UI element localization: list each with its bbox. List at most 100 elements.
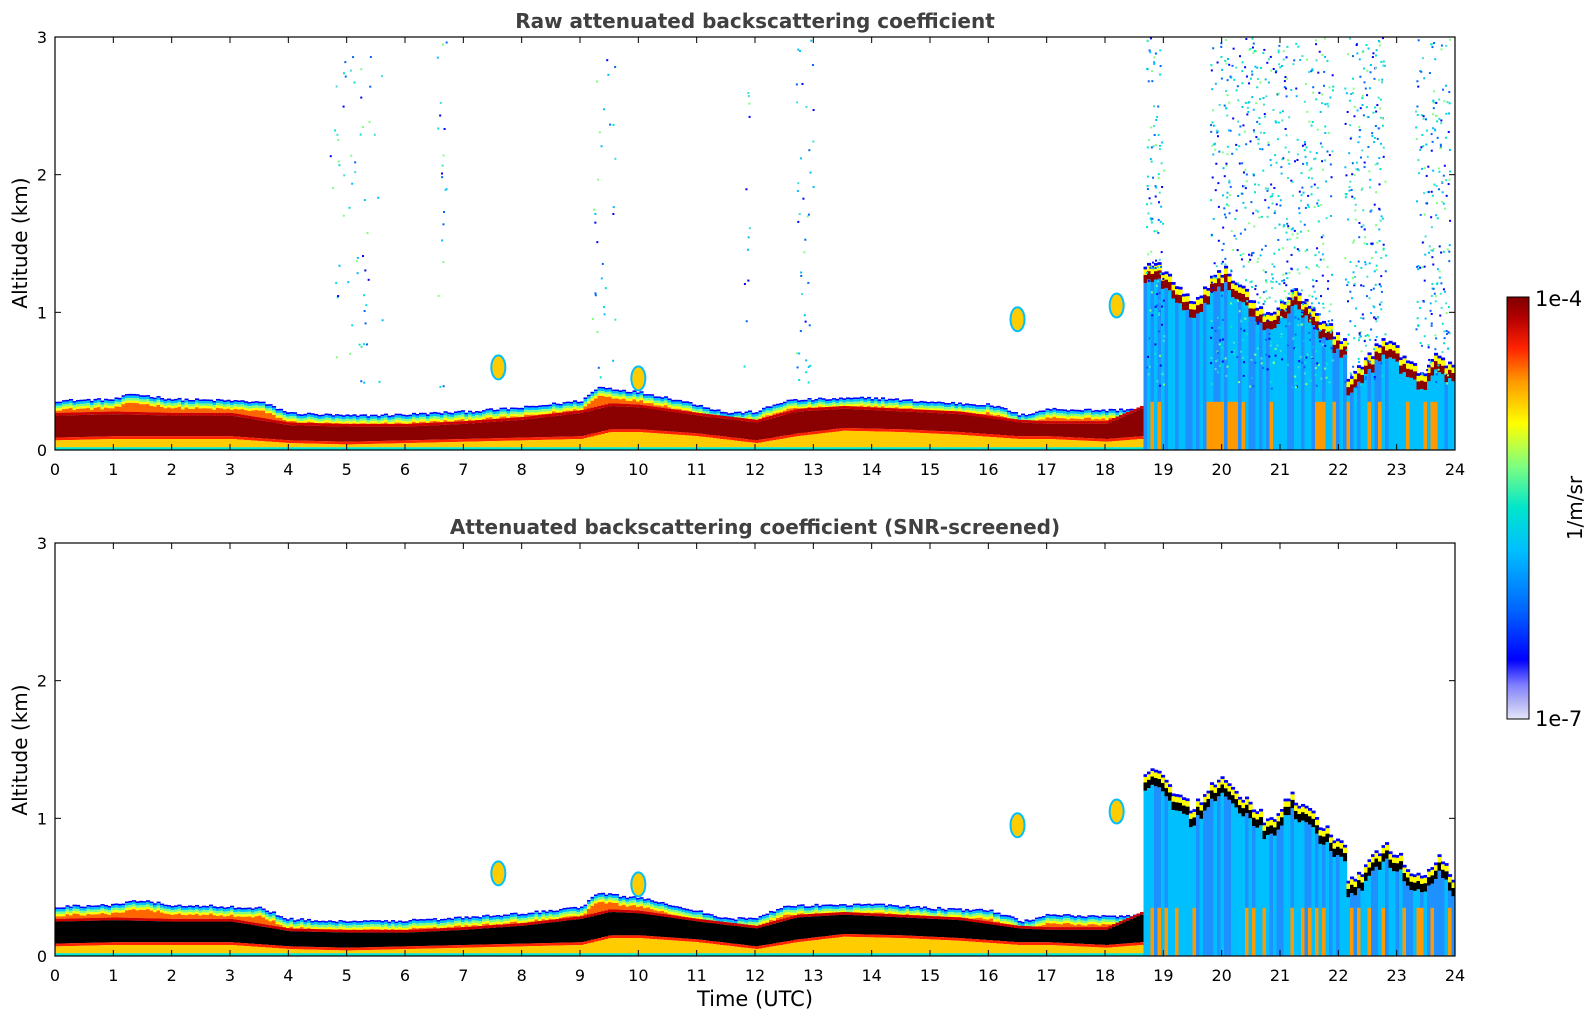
raw-noise-speck [442,154,445,157]
raw-noise-speck [810,39,813,42]
raw-noise-speck [1371,256,1374,259]
raw-noise-speck [1151,217,1154,220]
raw-heat-cell [1087,447,1092,450]
raw-noise-speck [1268,355,1271,358]
raw-heat-cell [881,447,886,450]
raw-heat-cell [1182,302,1187,311]
raw-heat-cell [191,438,196,448]
raw-x-tick-label: 5 [342,460,352,479]
raw-heat-cell [1136,410,1141,437]
raw-noise-speck [1435,214,1438,217]
raw-heat-cell [527,410,532,413]
raw-heat-cell [706,407,711,410]
raw-noise-speck [1248,253,1251,256]
raw-heat-cell [513,407,518,410]
raw-heat-cell [1423,381,1428,390]
raw-noise-speck [1158,148,1161,151]
raw-heat-cell [209,399,214,402]
raw-heat-cell [223,402,228,405]
raw-noise-speck [1433,90,1436,93]
raw-heat-cell [891,405,896,408]
raw-heat-cell [755,416,760,419]
raw-heat-cell [807,408,812,411]
raw-heat-cell [727,419,732,438]
raw-heat-cell [450,412,455,415]
raw-heat-cell [1042,423,1047,437]
raw-heat-cell [646,398,651,401]
raw-noise-speck [1238,133,1241,136]
raw-heat-cell [510,417,515,421]
screened-heat-cell [58,918,63,922]
raw-heat-cell [923,430,928,434]
raw-noise-speck [355,260,358,263]
raw-heat-cell [923,447,928,450]
raw-heat-cell [387,422,392,425]
raw-heat-cell [1129,437,1134,440]
raw-heat-cell [289,413,294,417]
raw-noise-speck [365,304,368,307]
raw-heat-cell [429,419,434,422]
raw-heat-cell [786,401,791,404]
raw-noise-speck [799,49,802,52]
raw-heat-cell [461,411,466,415]
raw-heat-cell [1308,314,1313,323]
raw-heat-cell [814,431,819,435]
raw-heat-cell [524,409,529,413]
raw-noise-speck [796,366,799,369]
raw-heat-cell [345,423,350,424]
raw-noise-speck [1364,87,1367,90]
raw-heat-cell [104,447,109,450]
raw-heat-cell [513,414,518,417]
raw-heat-cell [919,405,924,408]
raw-heat-cell [821,402,826,405]
raw-noise-speck [1297,291,1300,294]
raw-heat-cell [517,412,522,415]
raw-heat-cell [1350,384,1355,393]
raw-heat-cell [926,412,931,431]
raw-heat-cell [1451,381,1455,450]
raw-heat-cell [989,418,994,435]
raw-heat-cell [139,414,144,437]
raw-heat-cell [979,436,984,448]
raw-heat-cell [1056,436,1061,440]
raw-noise-speck [1368,170,1371,173]
raw-noise-speck [1274,300,1277,303]
raw-heat-cell [296,443,301,448]
raw-heat-cell [195,404,200,408]
raw-heat-cell [450,421,455,425]
raw-noise-speck [1428,358,1431,361]
raw-heat-cell [989,409,994,413]
raw-heat-cell [1070,413,1075,416]
raw-noise-speck [1446,101,1449,104]
raw-heat-cell [951,447,956,450]
raw-heat-cell [667,400,672,403]
raw-heat-cell [807,398,812,400]
raw-heat-cell [786,411,791,414]
raw-heat-cell [1094,438,1099,442]
raw-heat-cell [1399,365,1404,374]
raw-heat-cell [321,414,326,417]
raw-noise-speck [1253,225,1256,228]
raw-heat-cell [590,436,595,448]
raw-heat-cell [1042,438,1047,448]
raw-noise-speck [1383,64,1386,67]
raw-noise-speck [1279,308,1282,311]
raw-heat-cell [954,431,959,435]
raw-heat-cell [937,431,942,434]
raw-heat-cell [310,413,315,415]
raw-noise-speck [1304,155,1307,158]
raw-heat-cell [856,404,861,407]
raw-heat-cell [447,442,452,448]
raw-heat-cell [888,410,893,430]
raw-heat-cell [1122,416,1127,438]
raw-heat-cell [863,447,868,450]
raw-heat-cell [408,447,413,450]
raw-heat-cell [657,430,662,434]
raw-heat-cell [937,403,942,406]
raw-noise-speck [1263,314,1266,317]
raw-heat-cell [594,432,599,436]
raw-heat-cell [170,415,175,437]
raw-heat-cell [412,426,417,441]
raw-heat-cell [888,431,893,448]
raw-heat-cell [646,432,651,448]
